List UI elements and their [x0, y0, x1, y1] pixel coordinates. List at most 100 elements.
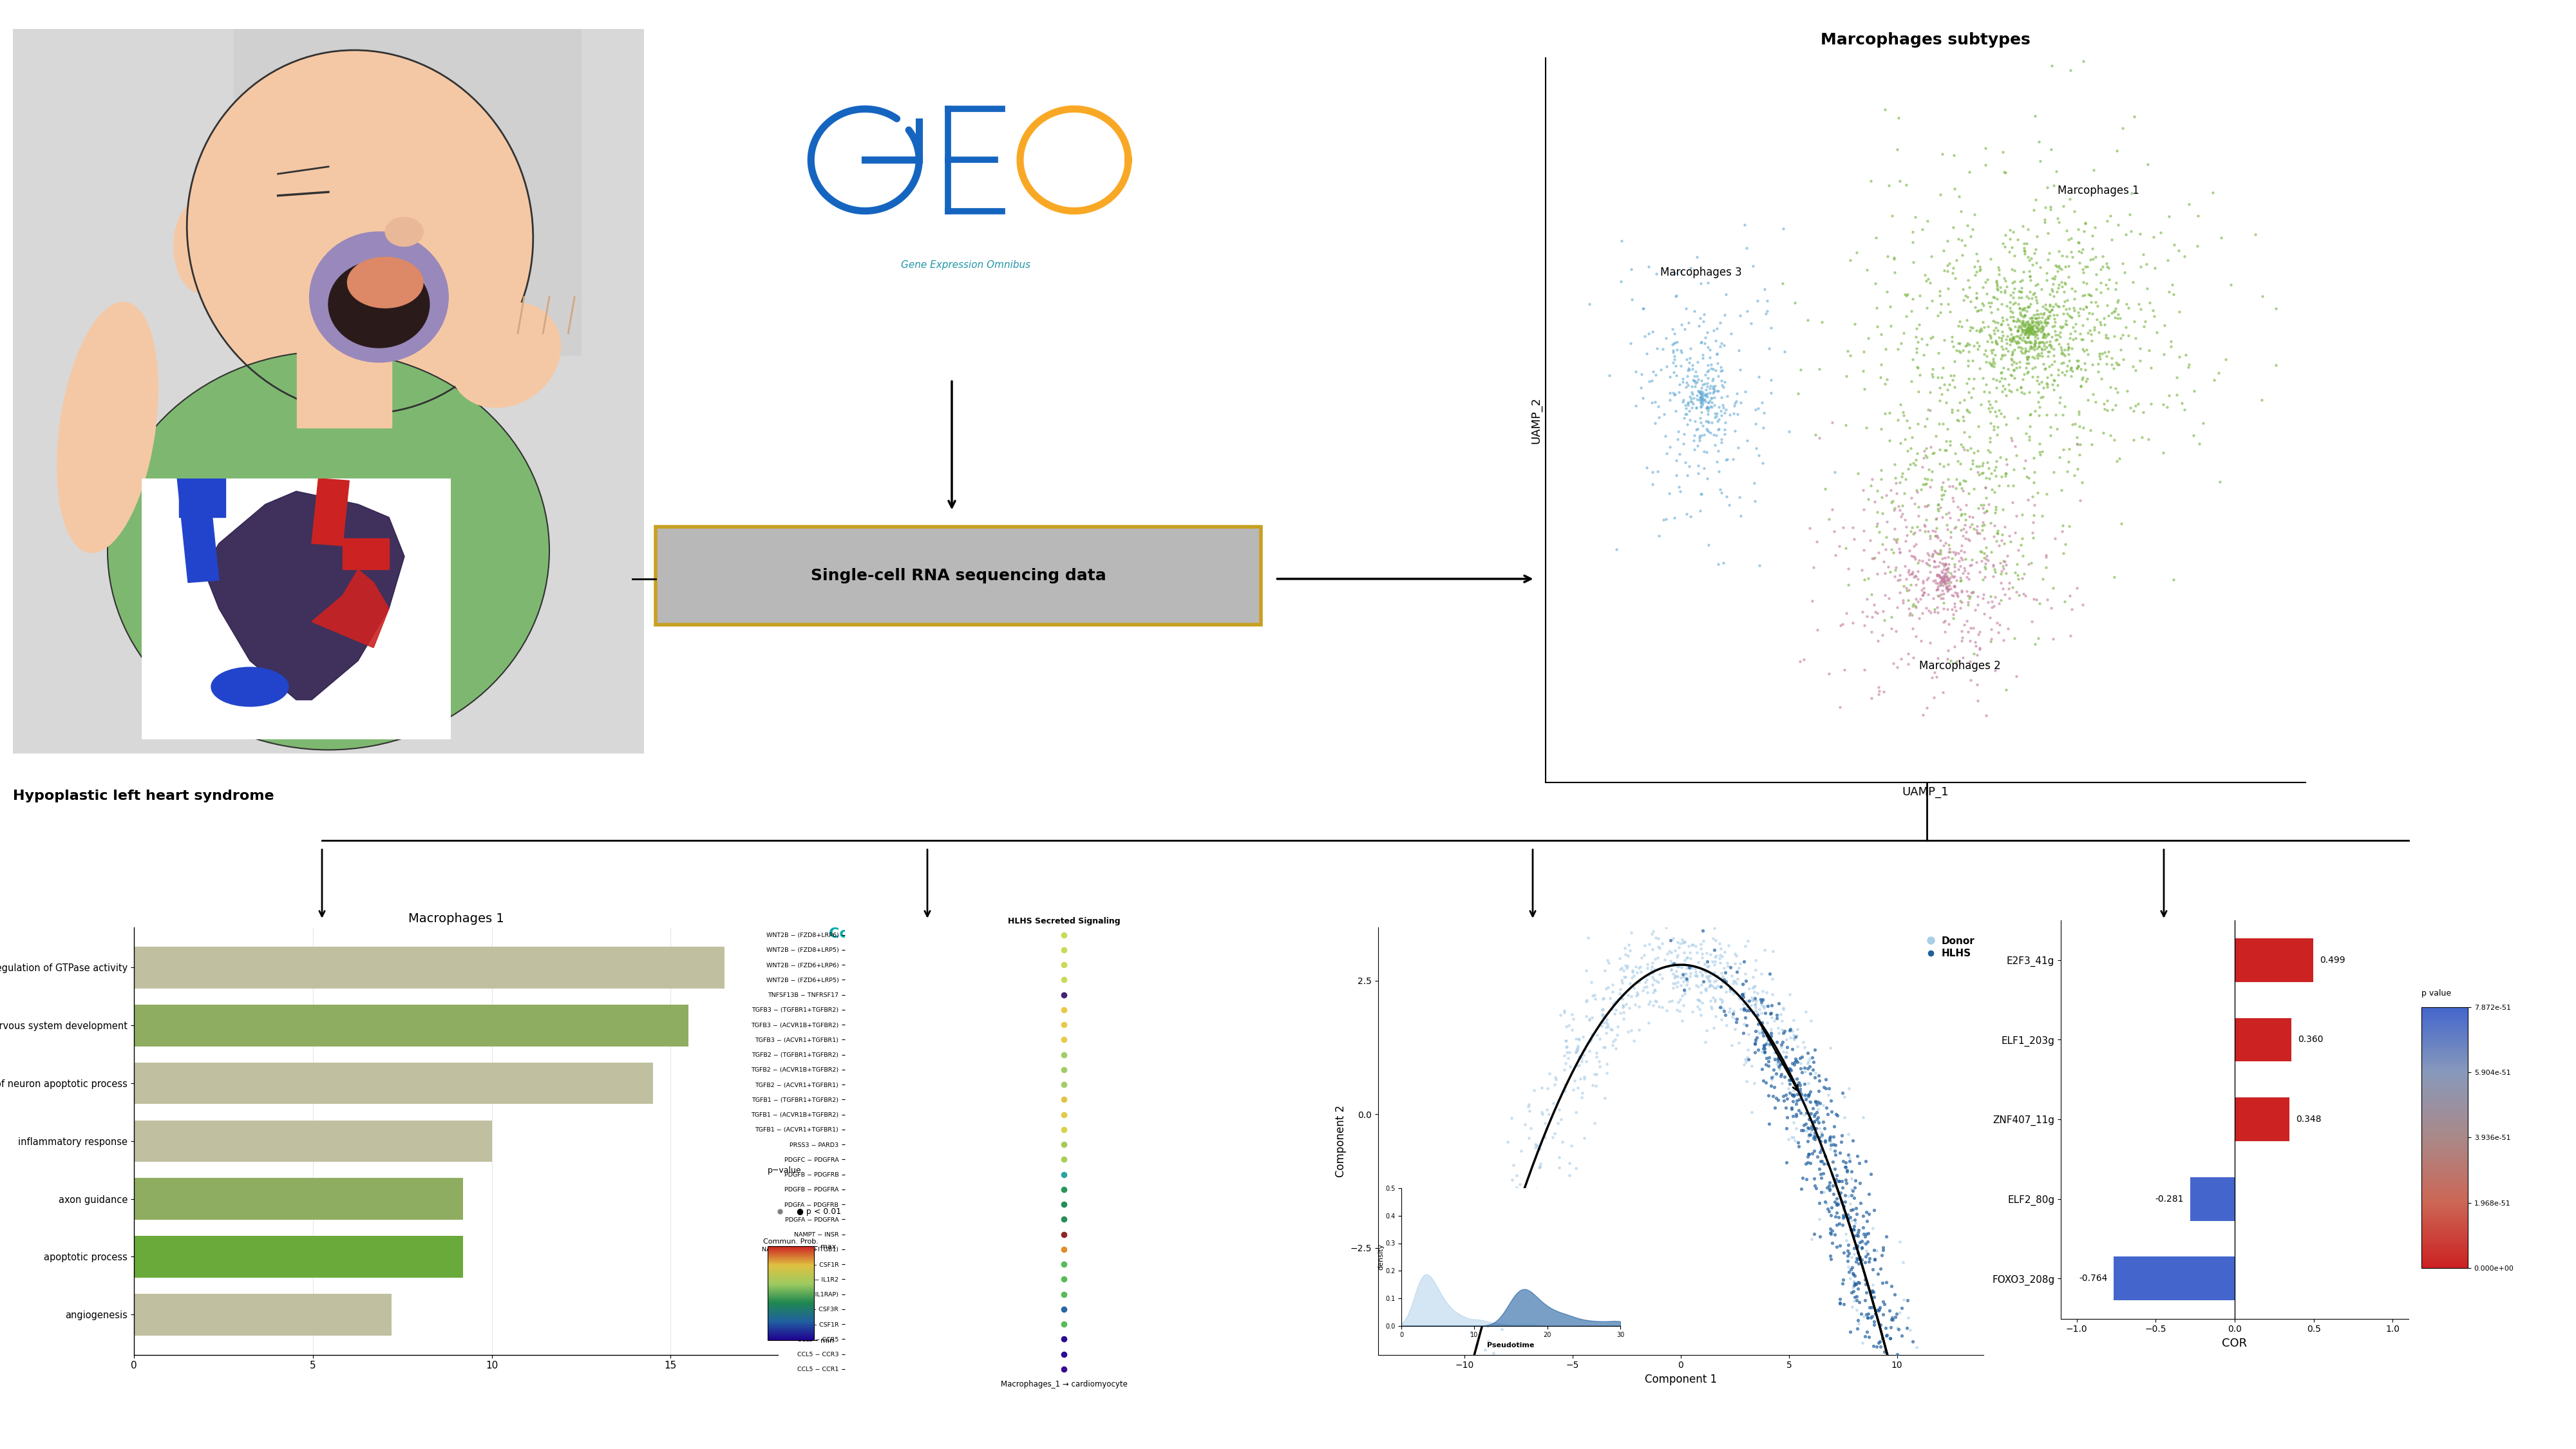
HLHS — [1669, 956, 1710, 980]
Point — [1955, 287, 1996, 310]
HLHS — [1852, 1306, 1893, 1329]
Point — [2061, 471, 2102, 494]
Point — [1643, 509, 1685, 532]
Donor — [1497, 1224, 1538, 1248]
HLHS — [1741, 991, 1783, 1014]
Donor — [1561, 1081, 1602, 1104]
Donor — [1546, 1080, 1587, 1103]
Point — [2022, 319, 2063, 342]
Donor — [1533, 1126, 1574, 1149]
Point — [1888, 456, 1929, 480]
HLHS — [1811, 1232, 1852, 1255]
Donor — [1566, 1051, 1607, 1074]
Point — [1981, 329, 2022, 352]
Donor — [1721, 984, 1762, 1007]
Point — [1935, 351, 1976, 374]
HLHS — [1783, 1072, 1824, 1095]
HLHS — [1788, 1082, 1829, 1106]
Point — [1978, 262, 2020, 285]
Title: HLHS Secreted Signaling: HLHS Secreted Signaling — [1007, 917, 1121, 926]
Point — [2014, 320, 2056, 343]
HLHS — [1834, 1219, 1875, 1242]
Donor — [1520, 1155, 1561, 1178]
HLHS — [1806, 1103, 1847, 1126]
Point — [1978, 613, 2020, 636]
Donor — [1723, 962, 1765, 985]
Point — [2002, 306, 2043, 329]
HLHS — [1819, 1291, 1860, 1314]
Point — [1955, 514, 1996, 538]
Point — [1700, 430, 1741, 454]
Point — [1721, 358, 1762, 381]
Point — [1919, 555, 1960, 578]
Donor — [1412, 1362, 1453, 1385]
Donor — [1672, 933, 1713, 956]
Point — [1960, 549, 2002, 572]
Donor — [1558, 1035, 1600, 1058]
Point — [1700, 355, 1741, 378]
Point — [2040, 391, 2081, 414]
Bar — [2236, 1017, 2293, 1062]
HLHS — [1798, 1064, 1839, 1087]
Point — [1994, 314, 2035, 338]
Point — [2048, 265, 2089, 288]
Point — [1986, 462, 2027, 485]
HLHS — [1723, 972, 1765, 995]
Point — [1947, 567, 1989, 590]
Point — [1899, 380, 1940, 403]
Point — [1631, 320, 1672, 343]
Point — [1922, 567, 1963, 590]
Point — [1865, 99, 1906, 122]
HLHS — [1873, 1388, 1914, 1411]
Point — [2002, 320, 2043, 343]
HLHS — [1839, 1191, 1880, 1214]
Donor — [1481, 1317, 1522, 1340]
Point — [2025, 293, 2066, 316]
Point — [2081, 245, 2123, 268]
Point — [2038, 296, 2079, 319]
Donor — [1548, 1151, 1589, 1174]
HLHS — [1842, 1216, 1883, 1239]
Point — [1690, 374, 1731, 397]
HLHS — [1852, 1279, 1893, 1303]
Point — [2004, 332, 2045, 355]
HLHS — [1883, 1374, 1924, 1397]
Point — [1937, 409, 1978, 432]
HLHS — [1757, 1046, 1798, 1069]
Donor — [1741, 993, 1783, 1016]
Point — [1965, 351, 2007, 374]
Donor — [1832, 1208, 1873, 1232]
Point — [1682, 388, 1723, 412]
Point — [2056, 577, 2097, 600]
Point — [2004, 383, 2045, 406]
Point — [2012, 319, 2053, 342]
Point — [1043, 1252, 1084, 1277]
Point — [1996, 310, 2038, 333]
HLHS — [1875, 1366, 1917, 1390]
Point — [1687, 271, 1728, 294]
HLHS — [1834, 1250, 1875, 1274]
Point — [1989, 378, 2030, 401]
HLHS — [1788, 1108, 1829, 1132]
Point — [1896, 587, 1937, 610]
Point — [2007, 348, 2048, 371]
Point — [1623, 387, 1664, 410]
HLHS — [1806, 1077, 1847, 1100]
Point — [1950, 385, 1991, 409]
HLHS — [1793, 1142, 1834, 1165]
Point — [1932, 256, 1973, 280]
Point — [1999, 300, 2040, 323]
Point — [2020, 330, 2061, 354]
Donor — [1731, 994, 1772, 1017]
Donor — [1651, 958, 1692, 981]
Point — [1904, 581, 1945, 604]
HLHS — [1788, 1143, 1829, 1166]
Point — [2025, 309, 2066, 332]
Point — [1893, 593, 1935, 616]
Donor — [1667, 956, 1708, 980]
Point — [2022, 335, 2063, 358]
Point — [1680, 387, 1721, 410]
Donor — [1705, 940, 1747, 964]
Point — [2002, 280, 2043, 303]
Donor — [1656, 998, 1698, 1022]
